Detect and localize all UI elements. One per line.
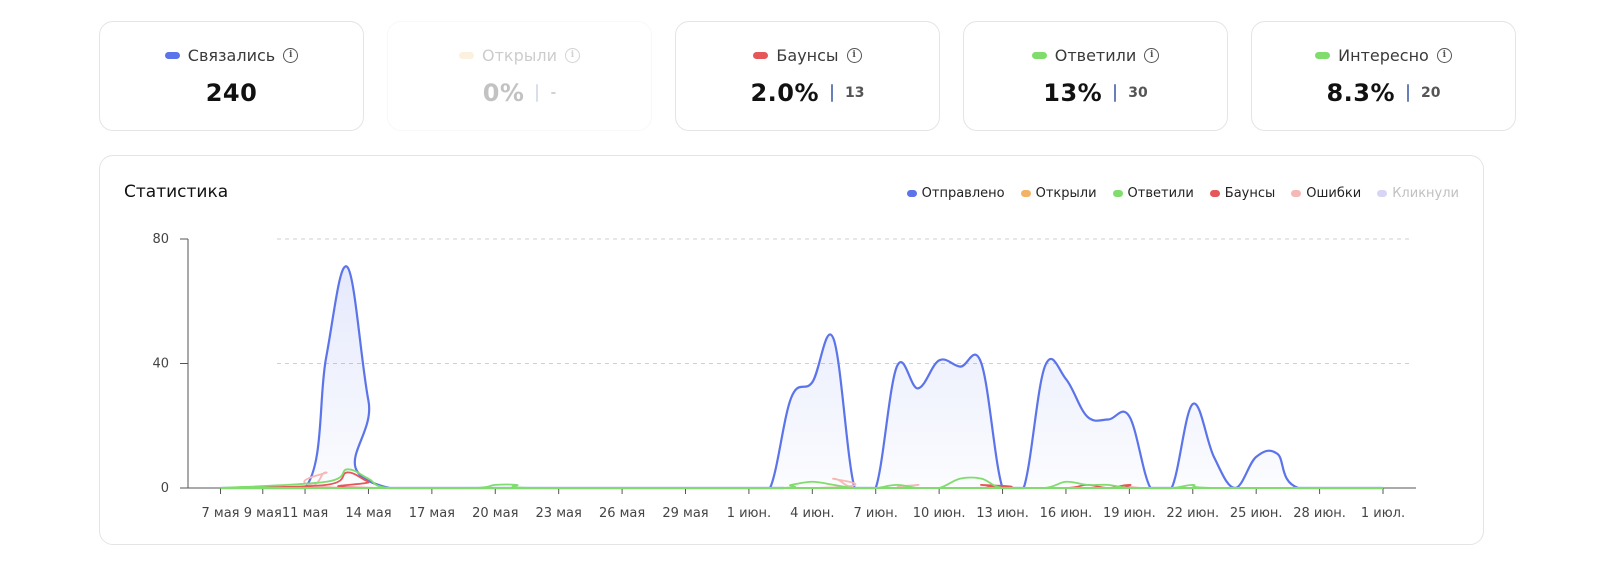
stat-card-replied: Ответили i 13% 30 <box>963 21 1228 131</box>
bounces-value: 2.0% <box>750 78 820 107</box>
x-tick-label: 4 июн. <box>790 506 834 521</box>
x-tick-label: 22 июн. <box>1166 506 1219 521</box>
bounces-label: Баунсы <box>776 45 839 65</box>
legend-item-sent[interactable]: Отправлено <box>906 186 1005 201</box>
legend-item-replied[interactable]: Ответили <box>1112 186 1194 201</box>
replied-label: Ответили <box>1054 45 1137 65</box>
contacted-label: Связались <box>187 45 276 65</box>
legend-swatch <box>906 190 917 197</box>
legend-swatch <box>1112 190 1123 197</box>
statistics-chart-card: Статистика Отправлено Открыли Ответили Б… <box>99 155 1484 545</box>
stat-card-bounces: Баунсы i 2.0% 13 <box>675 21 940 131</box>
info-icon[interactable]: i <box>846 47 862 63</box>
y-tick-label: 80 <box>152 232 169 247</box>
x-tick-label: 9 мая <box>244 506 282 521</box>
opened-count: - <box>550 84 557 101</box>
stats-row: Связались i 240 Открыли i 0% - Баунсы i 2.0%… <box>99 21 1516 131</box>
x-tick-label: 29 мая <box>662 506 708 521</box>
interested-color-pill <box>1315 51 1331 59</box>
legend-label: Баунсы <box>1224 186 1276 201</box>
legend-label: Отправлено <box>921 186 1005 201</box>
legend-item-clicked[interactable]: Кликнули <box>1377 186 1459 201</box>
area-Отправлено <box>220 266 1383 488</box>
legend-swatch <box>1209 190 1220 197</box>
series-Отправлено <box>220 265 1383 490</box>
series-Баунсы <box>220 471 1383 489</box>
x-tick-label: 7 мая <box>202 506 240 521</box>
legend-label: Открыли <box>1035 186 1097 201</box>
interested-count: 20 <box>1421 84 1441 101</box>
info-icon[interactable]: i <box>283 47 299 63</box>
replied-value: 13% <box>1043 78 1103 107</box>
x-tick-label: 28 июн. <box>1293 506 1346 521</box>
legend-swatch <box>1020 190 1031 197</box>
bounces-count: 13 <box>845 84 865 101</box>
x-tick-label: 1 июл. <box>1361 506 1405 521</box>
stat-card-opened: Открыли i 0% - <box>387 21 652 131</box>
x-tick-label: 7 июн. <box>854 506 898 521</box>
x-tick-label: 11 мая <box>282 506 328 521</box>
x-tick-label: 23 мая <box>536 506 582 521</box>
legend-swatch <box>1291 190 1302 197</box>
legend-swatch <box>1377 190 1388 197</box>
chart-legend: Отправлено Открыли Ответили Баунсы Ошибк… <box>906 186 1459 201</box>
legend-label: Ошибки <box>1306 186 1362 201</box>
x-tick-label: 10 июн. <box>913 506 966 521</box>
x-tick-label: 17 мая <box>409 506 455 521</box>
interested-label: Интересно <box>1338 45 1429 65</box>
x-tick-label: 19 июн. <box>1103 506 1156 521</box>
legend-item-bounces[interactable]: Баунсы <box>1209 186 1276 201</box>
legend-label: Кликнули <box>1392 186 1459 201</box>
contacted-value: 240 <box>205 78 258 107</box>
info-icon[interactable]: i <box>1144 47 1160 63</box>
interested-value: 8.3% <box>1326 78 1396 107</box>
x-tick-label: 14 мая <box>345 506 391 521</box>
value-separator <box>536 83 539 102</box>
x-tick-label: 13 июн. <box>976 506 1029 521</box>
y-tick-label: 40 <box>152 357 169 372</box>
stat-card-contacted: Связались i 240 <box>99 21 364 131</box>
x-tick-label: 25 июн. <box>1230 506 1283 521</box>
value-separator <box>1407 83 1410 102</box>
contacted-color-pill <box>164 51 180 59</box>
x-tick-label: 20 мая <box>472 506 518 521</box>
x-tick-label: 1 июн. <box>727 506 771 521</box>
statistics-line-chart: 0 40 80 7 мая 9 мая 11 мая 14 мая 17 мая 20 мая 2… <box>152 232 1416 521</box>
info-icon[interactable]: i <box>1436 47 1452 63</box>
value-separator <box>1114 83 1117 102</box>
stat-card-interested: Интересно i 8.3% 20 <box>1251 21 1516 131</box>
legend-label: Ответили <box>1127 186 1194 201</box>
x-tick-label: 26 мая <box>599 506 645 521</box>
replied-color-pill <box>1031 51 1047 59</box>
replied-count: 30 <box>1128 84 1148 101</box>
opened-value: 0% <box>482 78 525 107</box>
legend-item-opened[interactable]: Открыли <box>1020 186 1097 201</box>
info-icon[interactable]: i <box>565 47 580 63</box>
chart-title: Статистика <box>124 182 229 202</box>
opened-color-pill <box>459 51 474 59</box>
y-tick-label: 0 <box>161 481 169 496</box>
opened-label: Открыли <box>482 45 557 65</box>
x-tick-label: 16 июн. <box>1040 506 1093 521</box>
value-separator <box>831 83 834 102</box>
legend-item-errors[interactable]: Ошибки <box>1291 186 1361 201</box>
bounces-color-pill <box>753 51 769 59</box>
